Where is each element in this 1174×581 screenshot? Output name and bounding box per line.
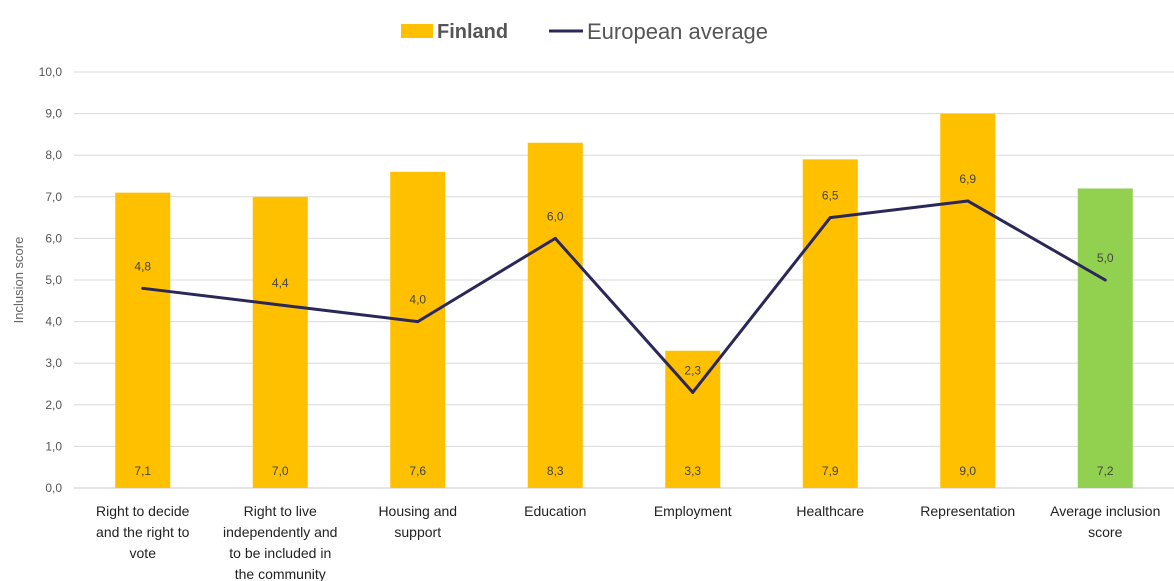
category-label: Housing and support: [378, 503, 457, 540]
category-label-line: Healthcare: [796, 503, 864, 519]
line-point: [828, 216, 832, 220]
line-value-label: 6,0: [547, 209, 564, 223]
category-label: Representation: [920, 503, 1015, 519]
bar: [115, 192, 171, 488]
data-labels: 7,1 7,0 7,6 8,3 3,3 7,9 9,0 7,2 4,8 4,4 4,0 6,0 2,3 6…: [134, 172, 1114, 478]
bar: [252, 196, 308, 489]
legend-label-european-average: European average: [587, 19, 768, 44]
line-value-label: 5,0: [1097, 251, 1114, 265]
bar-value-label: 7,1: [134, 464, 151, 478]
european-average-polyline: [142, 199, 1106, 394]
legend-swatch-finland: [401, 24, 433, 38]
line-point: [553, 236, 557, 240]
line-value-label: 2,3: [684, 363, 701, 377]
category-label-line: support: [394, 524, 441, 540]
category-label-line: Representation: [920, 503, 1015, 519]
bar: [940, 113, 996, 488]
line-value-label: 6,5: [822, 189, 839, 203]
y-tick-label: 1,0: [45, 439, 62, 453]
category-label-line: Education: [524, 503, 586, 519]
y-tick-label: 4,0: [45, 315, 62, 329]
gridlines: [74, 71, 1174, 489]
category-label: Right to decide and the right to vote: [96, 503, 190, 561]
bar-value-label: 9,0: [959, 464, 976, 478]
category-label-line: score: [1088, 524, 1122, 540]
y-tick-label: 8,0: [45, 148, 62, 162]
category-label-line: Right to live: [244, 503, 317, 519]
category-label-line: vote: [130, 545, 157, 561]
category-label: Right to live independently and to be incl…: [223, 503, 337, 581]
category-label-line: independently and: [223, 524, 337, 540]
category-label-line: to be included in: [229, 545, 331, 561]
x-axis-categories: Right to decide and the right to voteRight…: [96, 503, 1160, 581]
bar-value-label: 7,2: [1097, 464, 1114, 478]
category-label-line: Right to decide: [96, 503, 190, 519]
category-label-line: and the right to: [96, 524, 190, 540]
line-value-label: 4,8: [134, 259, 151, 273]
bar-value-label: 7,9: [822, 464, 839, 478]
legend-label-finland: Finland: [437, 21, 508, 43]
bars: [115, 113, 1133, 489]
bar: [1077, 188, 1133, 489]
y-tick-label: 5,0: [45, 273, 62, 287]
category-label-line: Average inclusion: [1050, 503, 1160, 519]
line-value-label: 6,9: [959, 172, 976, 186]
bar-value-label: 7,0: [272, 464, 289, 478]
legend: Finland European average: [401, 19, 768, 44]
y-tick-label: 7,0: [45, 190, 62, 204]
category-label: Education: [524, 503, 586, 519]
line-point: [966, 199, 970, 203]
category-label: Healthcare: [796, 503, 864, 519]
y-tick-label: 2,0: [45, 398, 62, 412]
bar-value-label: 8,3: [547, 464, 564, 478]
y-tick-label: 9,0: [45, 107, 62, 121]
category-label-line: Housing and: [378, 503, 457, 519]
bar: [527, 142, 583, 488]
line-point: [416, 320, 420, 324]
y-tick-label: 6,0: [45, 231, 62, 245]
y-axis-ticks: 0,0 1,0 2,0 3,0 4,0 5,0 6,0 7,0 8,0 9,0 10,0: [39, 65, 63, 495]
line-point: [691, 390, 695, 394]
european-average-line: [141, 199, 1107, 394]
y-tick-label: 0,0: [45, 481, 62, 495]
category-label: Average inclusion score: [1050, 503, 1160, 540]
bar-value-label: 7,6: [409, 464, 426, 478]
line-point: [1103, 278, 1107, 282]
line-value-label: 4,4: [272, 276, 289, 290]
category-label-line: the community: [235, 566, 326, 581]
y-axis-label: Inclusion score: [11, 237, 26, 324]
bar-value-label: 3,3: [684, 464, 701, 478]
y-tick-label: 3,0: [45, 356, 62, 370]
bar: [802, 159, 858, 489]
y-tick-label: 10,0: [39, 65, 63, 79]
line-point: [278, 303, 282, 307]
bar: [390, 171, 446, 488]
line-value-label: 4,0: [409, 293, 426, 307]
line-point: [141, 286, 145, 290]
category-label: Employment: [654, 503, 732, 519]
category-label-line: Employment: [654, 503, 732, 519]
